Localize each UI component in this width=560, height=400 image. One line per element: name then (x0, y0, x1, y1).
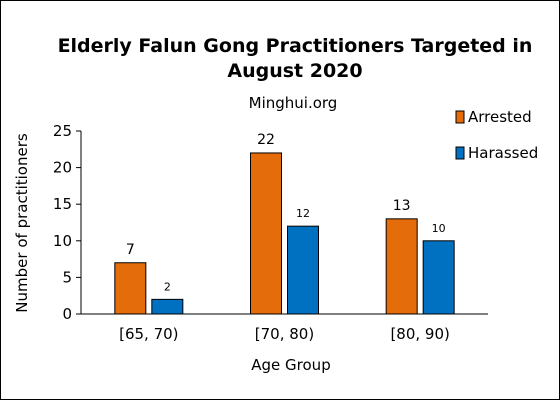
bar-arrested-2 (385, 218, 418, 315)
y-tick-label: 10 (53, 232, 72, 250)
legend-swatch-harassed (455, 146, 465, 160)
legend-swatch-arrested (455, 110, 465, 124)
data-label: 12 (296, 207, 310, 220)
legend-label-harassed: Harassed (468, 144, 538, 162)
bar-harassed-1 (287, 225, 319, 315)
y-tick-label: 0 (62, 305, 72, 323)
legend: Arrested Harassed (455, 108, 538, 162)
data-label: 10 (432, 222, 446, 235)
y-tick-label: 15 (53, 195, 72, 213)
y-axis-ticks: 0 5 10 15 20 25 (53, 122, 81, 323)
x-tick-label: [70, 80) (255, 325, 314, 343)
bars (114, 152, 455, 315)
bar-arrested-0 (114, 262, 147, 315)
x-axis-title: Age Group (251, 356, 330, 374)
chart-title-line-2: August 2020 (227, 60, 362, 82)
y-tick-label: 25 (53, 122, 72, 140)
chart-title-line-1: Elderly Falun Gong Practitioners Targete… (58, 35, 533, 57)
data-label: 2 (164, 280, 171, 293)
bar-harassed-2 (422, 240, 455, 315)
x-axis-categories: [65, 70) [70, 80) [80, 90) (119, 325, 450, 343)
bar-arrested-1 (250, 152, 282, 315)
bar-harassed-0 (151, 298, 184, 315)
legend-label-arrested: Arrested (468, 108, 532, 126)
data-label: 13 (393, 198, 411, 214)
y-tick-label: 20 (53, 159, 72, 177)
data-label: 22 (257, 132, 275, 148)
x-tick-label: [65, 70) (119, 325, 178, 343)
data-label: 7 (126, 242, 135, 258)
y-axis-title: Number of practitioners (13, 133, 31, 313)
y-tick-label: 5 (62, 268, 72, 286)
x-tick-label: [80, 90) (390, 325, 449, 343)
chart-subtitle: Minghui.org (249, 94, 338, 112)
